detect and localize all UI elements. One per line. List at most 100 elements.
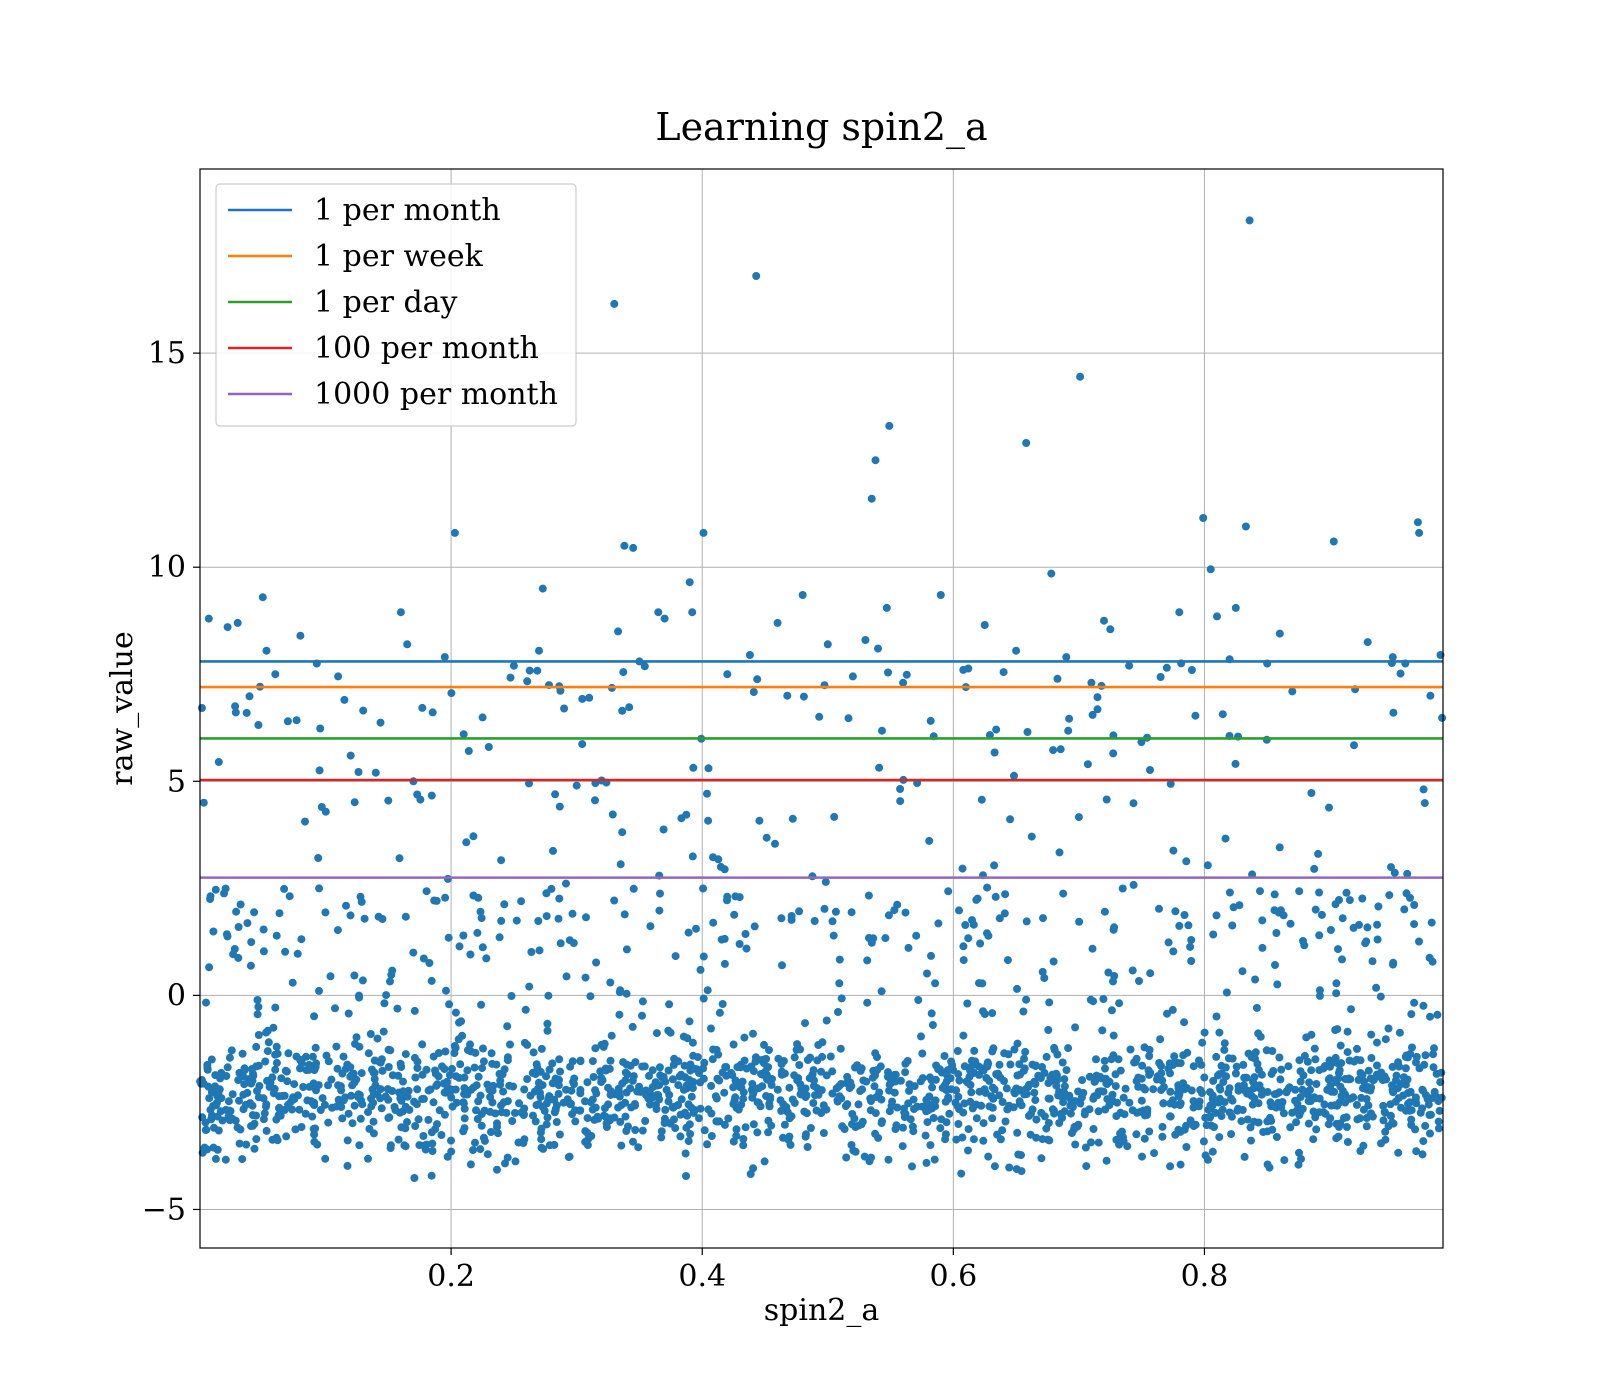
- data-point: [795, 907, 804, 916]
- data-point: [586, 992, 595, 1001]
- data-point: [1403, 869, 1412, 878]
- data-point: [517, 897, 526, 906]
- data-point: [798, 591, 807, 599]
- data-point: [927, 1100, 936, 1109]
- data-point: [1412, 1147, 1421, 1156]
- data-point: [1430, 1044, 1438, 1053]
- data-point: [1373, 1061, 1381, 1070]
- data-point: [952, 1135, 961, 1144]
- data-point: [961, 921, 970, 929]
- data-point: [1123, 1142, 1132, 1151]
- data-point: [374, 912, 383, 921]
- data-point: [890, 906, 899, 915]
- data-point: [1010, 1045, 1019, 1054]
- data-point: [344, 1109, 353, 1118]
- data-point: [428, 1147, 437, 1155]
- data-point: [1212, 911, 1221, 920]
- data-point: [864, 891, 873, 900]
- data-point: [980, 1010, 989, 1019]
- data-point: [478, 943, 487, 952]
- data-point: [469, 1146, 477, 1155]
- data-point: [890, 1088, 899, 1097]
- data-point: [1421, 1051, 1430, 1060]
- data-point: [384, 1063, 393, 1071]
- data-point: [324, 1081, 332, 1090]
- data-point: [1132, 1130, 1141, 1139]
- data-point: [660, 1119, 669, 1127]
- data-point: [739, 1135, 748, 1143]
- data-point: [1000, 1077, 1008, 1085]
- data-point: [1118, 884, 1127, 893]
- data-point: [735, 940, 744, 948]
- data-point: [977, 1101, 986, 1110]
- data-point: [655, 1063, 664, 1072]
- data-point: [1231, 759, 1240, 768]
- data-point: [519, 1139, 528, 1147]
- data-point: [1171, 1057, 1179, 1066]
- data-point: [1373, 920, 1382, 929]
- data-point: [1400, 905, 1409, 914]
- data-point: [817, 1086, 826, 1095]
- data-point: [1071, 1140, 1080, 1149]
- data-point: [262, 1126, 271, 1135]
- data-point: [699, 1074, 708, 1083]
- data-point: [493, 1165, 501, 1174]
- data-point: [1359, 1105, 1368, 1114]
- data-point: [977, 795, 986, 804]
- data-point: [1401, 1064, 1410, 1073]
- y-tick-label: 15: [148, 336, 186, 371]
- data-point: [881, 934, 890, 943]
- data-point: [296, 631, 305, 640]
- data-point: [1092, 1055, 1100, 1064]
- data-point: [1389, 708, 1398, 717]
- data-point: [1338, 955, 1346, 964]
- data-point: [1300, 1051, 1309, 1060]
- data-point: [271, 1065, 280, 1074]
- data-point: [456, 1060, 465, 1069]
- data-point: [801, 1019, 809, 1028]
- data-point: [992, 725, 1001, 734]
- data-point: [1307, 789, 1316, 797]
- data-point: [750, 922, 759, 931]
- data-point: [1225, 888, 1234, 897]
- data-point: [474, 1072, 483, 1081]
- data-point: [425, 959, 434, 967]
- data-point: [515, 1099, 523, 1108]
- data-point: [876, 1062, 885, 1071]
- data-point: [995, 1060, 1004, 1069]
- data-point: [259, 925, 268, 934]
- data-point: [604, 1083, 613, 1092]
- data-point: [765, 1102, 774, 1111]
- data-point: [1379, 1116, 1388, 1125]
- data-point: [785, 1083, 794, 1092]
- data-point: [364, 1049, 373, 1058]
- data-point: [1094, 1138, 1103, 1147]
- data-point: [795, 1061, 804, 1069]
- data-point: [964, 1125, 973, 1134]
- data-point: [674, 1081, 683, 1090]
- data-point: [1228, 1054, 1237, 1063]
- data-point: [1003, 956, 1012, 965]
- data-point: [1155, 904, 1163, 913]
- data-point: [699, 952, 708, 961]
- data-point: [386, 977, 394, 986]
- data-point: [1358, 1070, 1367, 1079]
- data-point: [1218, 710, 1227, 719]
- data-point: [217, 1068, 226, 1077]
- data-point: [838, 1122, 847, 1131]
- data-point: [930, 1155, 939, 1164]
- data-point: [371, 768, 380, 777]
- data-point: [202, 998, 210, 1007]
- data-point: [259, 1115, 268, 1124]
- data-point: [1410, 998, 1419, 1007]
- data-point: [854, 1063, 863, 1072]
- data-point: [764, 1128, 773, 1137]
- data-point: [511, 1109, 519, 1117]
- data-point: [718, 1000, 727, 1008]
- data-point: [887, 1102, 896, 1110]
- data-point: [489, 1081, 498, 1090]
- data-point: [244, 1075, 253, 1084]
- data-point: [631, 1126, 640, 1134]
- data-point: [410, 1006, 419, 1015]
- data-point: [311, 1124, 320, 1133]
